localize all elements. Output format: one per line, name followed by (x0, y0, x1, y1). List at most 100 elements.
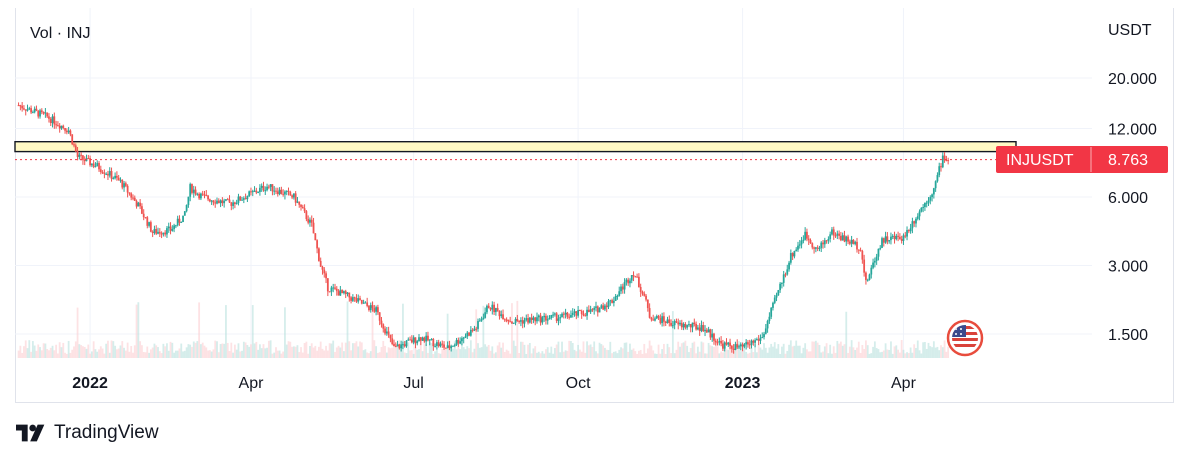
volume-bar (423, 340, 426, 358)
volume-bar (334, 351, 336, 358)
volume-bar (881, 351, 883, 358)
volume-bar (888, 349, 891, 358)
volume-bar (385, 352, 388, 358)
candle-body (103, 172, 106, 174)
candle-body (162, 232, 165, 235)
volume-bar (339, 347, 342, 358)
candle-body (489, 308, 492, 310)
candle-body (618, 291, 621, 296)
volume-bar (648, 340, 651, 358)
candle-body (46, 112, 49, 117)
volume-bar (793, 345, 796, 358)
volume-bar (691, 342, 694, 358)
volume-bar (80, 345, 83, 358)
candle-body (630, 275, 633, 281)
candle-body (854, 241, 857, 245)
candle-body (310, 219, 313, 223)
candle-body (730, 345, 733, 349)
volume-bar (829, 344, 832, 358)
volume-bar (750, 348, 753, 358)
volume-bar (360, 342, 363, 358)
volume-bar (425, 344, 428, 358)
candle-body (847, 236, 849, 242)
candle-body (577, 310, 580, 316)
candle-body (183, 211, 186, 216)
volume-bar (307, 353, 310, 358)
volume-bar (623, 342, 626, 358)
candle-body (421, 337, 424, 341)
candle-body (278, 189, 281, 195)
volume-bar (31, 341, 34, 358)
candle-body (446, 345, 449, 348)
candle-body (24, 109, 27, 111)
candle-body (124, 183, 127, 186)
volume-bar (898, 352, 901, 358)
candle-body (494, 308, 497, 313)
volume-bar (679, 346, 681, 358)
candle-body (512, 322, 515, 324)
price-chart[interactable]: 1.500 3.000 6.000 12.000 20.000 2022 Apr Jul Oc… (0, 0, 1200, 410)
candle-body (850, 239, 853, 244)
candle-body (341, 289, 344, 294)
candle-body (764, 328, 767, 334)
candle-body (555, 313, 558, 321)
candle-body (298, 201, 301, 205)
candle-body (811, 243, 814, 248)
volume-bar (141, 345, 143, 358)
candle-body (57, 125, 59, 127)
candle-body (67, 130, 70, 133)
volume-bar (461, 340, 463, 358)
volume-bar (285, 344, 288, 358)
volume-bar (659, 353, 662, 358)
volume-bar (373, 340, 376, 358)
candle-body (35, 108, 38, 111)
candle-body (936, 175, 939, 182)
candle-body (382, 324, 385, 329)
candle-body (943, 155, 946, 160)
candle-body (822, 242, 824, 245)
volume-bar (745, 351, 748, 358)
volume-bar (897, 349, 900, 358)
volume-bar (907, 353, 910, 358)
volume-bar (798, 345, 801, 358)
candle-body (351, 297, 354, 301)
x-axis-labels: 2022 Apr Jul Oct 2023 Apr (72, 375, 916, 392)
candle-body (561, 313, 563, 318)
volume-bar (838, 343, 841, 358)
volume-bar (248, 346, 251, 358)
volume-bar (773, 342, 776, 358)
candle-body (334, 287, 336, 289)
volume-bar (850, 340, 853, 358)
candle-body (33, 108, 36, 113)
candle-body (879, 247, 882, 249)
volume-bar (90, 351, 93, 358)
volume-bar (918, 350, 921, 358)
price-value: 8.763 (1108, 152, 1148, 169)
x-tick-label: Jul (403, 375, 423, 392)
candle-body (709, 329, 712, 338)
us-flag-icon[interactable] (946, 319, 984, 357)
candle-body (562, 313, 565, 315)
brand-name[interactable]: TradingView (54, 422, 159, 443)
candle-body (391, 338, 394, 345)
candle-body (276, 191, 279, 195)
volume-bar (766, 352, 769, 358)
candle-body (902, 235, 905, 241)
candle-body (566, 312, 569, 317)
volume-bar (604, 347, 606, 358)
volume-bar (262, 344, 265, 358)
candle-body (82, 155, 84, 160)
tradingview-logo-icon[interactable] (16, 423, 46, 443)
volume-bar (505, 349, 508, 358)
volume-bar (416, 349, 419, 358)
candle-body (194, 189, 197, 195)
volume-bar (65, 353, 68, 358)
candle-body (784, 274, 787, 276)
volume-bar (167, 350, 170, 358)
volume-bar (752, 352, 755, 358)
volume-bar (561, 341, 563, 358)
candle-body (534, 317, 537, 322)
volume-bar (680, 343, 683, 358)
volume-bar (493, 353, 495, 358)
candle-body (144, 217, 147, 219)
